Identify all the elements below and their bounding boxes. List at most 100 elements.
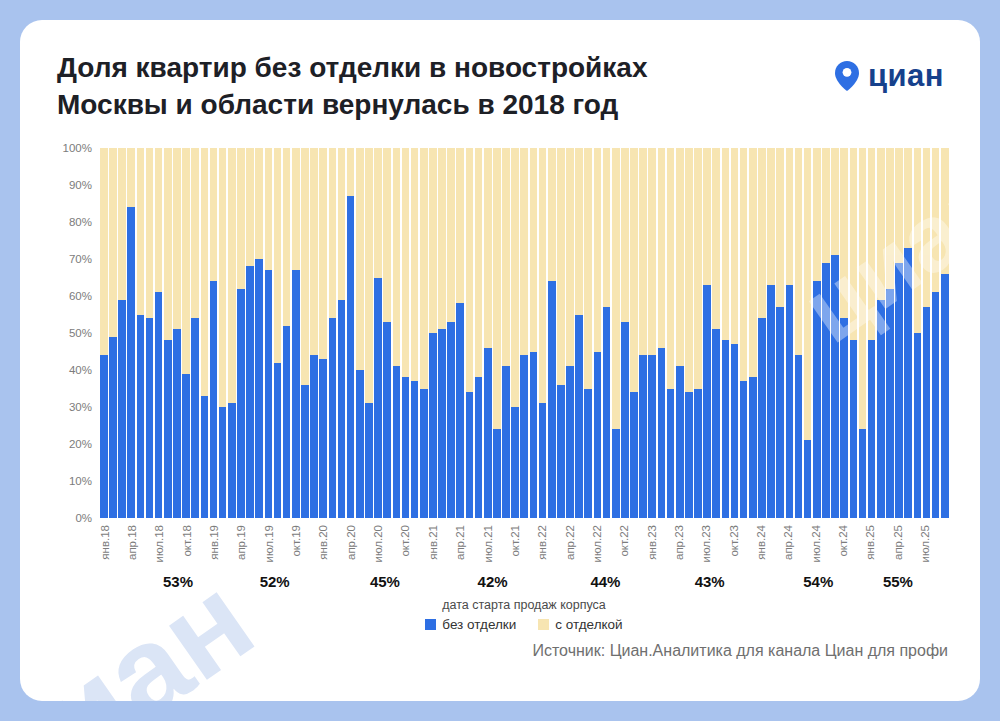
bar-fill — [118, 300, 126, 518]
bar-fill — [283, 326, 291, 518]
y-axis-label: 0% — [75, 512, 92, 524]
legend-item-finished: с отделкой — [538, 617, 622, 632]
y-axis-label: 100% — [63, 142, 92, 154]
x-axis-label: янв.24 — [755, 525, 767, 560]
bar-fill — [127, 207, 135, 518]
bar-fill — [109, 337, 117, 518]
bar-fill — [511, 407, 519, 518]
bar-мар.20 — [338, 148, 346, 518]
bar-fill — [246, 266, 254, 518]
bar-fill — [356, 370, 364, 518]
bar-май.23 — [685, 148, 693, 518]
chart: 0%10%20%30%40%50%60%70%80%90%100% — [100, 148, 948, 518]
bar-окт.22 — [621, 148, 629, 518]
bar-fill — [712, 329, 720, 518]
bar-фев.24 — [767, 148, 775, 518]
x-axis-label: окт.20 — [399, 525, 411, 557]
page: Доля квартир без отделки в новостройках … — [0, 0, 1000, 721]
bar-июл.21 — [484, 148, 492, 518]
x-axis-label: окт.18 — [181, 525, 193, 557]
bar-сен.19 — [283, 148, 291, 518]
y-axis: 0%10%20%30%40%50%60%70%80%90%100% — [46, 148, 100, 518]
legend-swatch-no-finish — [425, 619, 436, 630]
x-axis-label: июл.18 — [153, 525, 165, 563]
bar-fill — [274, 363, 282, 518]
bar-fill — [475, 377, 483, 518]
bar-дек.18 — [201, 148, 209, 518]
x-axis-label: янв.18 — [99, 525, 111, 560]
bar-авг.23 — [712, 148, 720, 518]
bar-fill — [402, 377, 410, 518]
x-axis-label: июл.19 — [263, 525, 275, 563]
bar-дек.22 — [639, 148, 647, 518]
x-axis-label: апр.24 — [782, 525, 794, 560]
bar-окт.24 — [840, 148, 848, 518]
bar-fill — [191, 318, 199, 518]
map-pin-icon — [834, 60, 860, 92]
bar-fill — [575, 315, 583, 519]
bar-апр.23 — [676, 148, 684, 518]
x-axis-label: окт.23 — [728, 525, 740, 557]
bar-июн.22 — [584, 148, 592, 518]
bar-дек.19 — [310, 148, 318, 518]
x-axis-label: окт.21 — [509, 525, 521, 557]
bar-fill — [429, 333, 437, 518]
bar-fill — [612, 429, 620, 518]
bar-fill — [383, 322, 391, 518]
bar-fill — [210, 281, 218, 518]
bar-fill — [566, 366, 574, 518]
year-average-label: 42% — [478, 573, 508, 590]
bar-fill — [182, 374, 190, 518]
bar-ноя.19 — [301, 148, 309, 518]
chart-card: Доля квартир без отделки в новостройках … — [20, 20, 980, 701]
bar-янв.18 — [100, 148, 108, 518]
year-average-label: 52% — [260, 573, 290, 590]
year-average-label: 43% — [695, 573, 725, 590]
bar-апр.19 — [237, 148, 245, 518]
bar-fill — [265, 270, 273, 518]
bar-fill — [100, 355, 108, 518]
bar-fill — [658, 348, 666, 518]
bar-апр.18 — [127, 148, 135, 518]
bar-fill — [731, 344, 739, 518]
bar-fill — [886, 289, 894, 518]
bar-янв.21 — [429, 148, 437, 518]
x-axis-label: июл.20 — [372, 525, 384, 563]
bar-фев.22 — [548, 148, 556, 518]
bar-fill — [347, 196, 355, 518]
bar-янв.24 — [758, 148, 766, 518]
x-axis-label: июл.23 — [700, 525, 712, 563]
x-axis-label: июл.24 — [810, 525, 822, 563]
bar-авг.21 — [493, 148, 501, 518]
bar-июн.20 — [365, 148, 373, 518]
bar-окт.20 — [402, 148, 410, 518]
x-axis-label: янв.19 — [208, 525, 220, 560]
legend: дата старта продаж корпуса без отделки с… — [100, 598, 948, 632]
bar-fill — [137, 315, 145, 519]
bar-сен.18 — [173, 148, 181, 518]
bar-fill — [603, 307, 611, 518]
bar-fill — [310, 355, 318, 518]
bar-июл.23 — [703, 148, 711, 518]
bar-сен.20 — [393, 148, 401, 518]
bar-fill — [420, 389, 428, 519]
bar-окт.23 — [731, 148, 739, 518]
bar-fill — [219, 407, 227, 518]
bar-fill — [795, 355, 803, 518]
bar-дек.24 — [859, 148, 867, 518]
bar-fill — [484, 348, 492, 518]
bar-мар.24 — [776, 148, 784, 518]
bar-авг.20 — [383, 148, 391, 518]
page-title: Доля квартир без отделки в новостройках … — [57, 50, 647, 124]
cian-logo: циан — [834, 58, 944, 94]
bar-мар.18 — [118, 148, 126, 518]
bar-фев.25 — [877, 148, 885, 518]
x-axis-label: окт.22 — [618, 525, 630, 557]
x-axis-label: апр.19 — [235, 525, 247, 560]
bar-мар.25 — [886, 148, 894, 518]
bar-fill — [411, 381, 419, 518]
bar-fill — [904, 248, 912, 518]
bar-фев.18 — [109, 148, 117, 518]
bar-fill — [164, 340, 172, 518]
y-axis-label: 40% — [69, 364, 92, 376]
